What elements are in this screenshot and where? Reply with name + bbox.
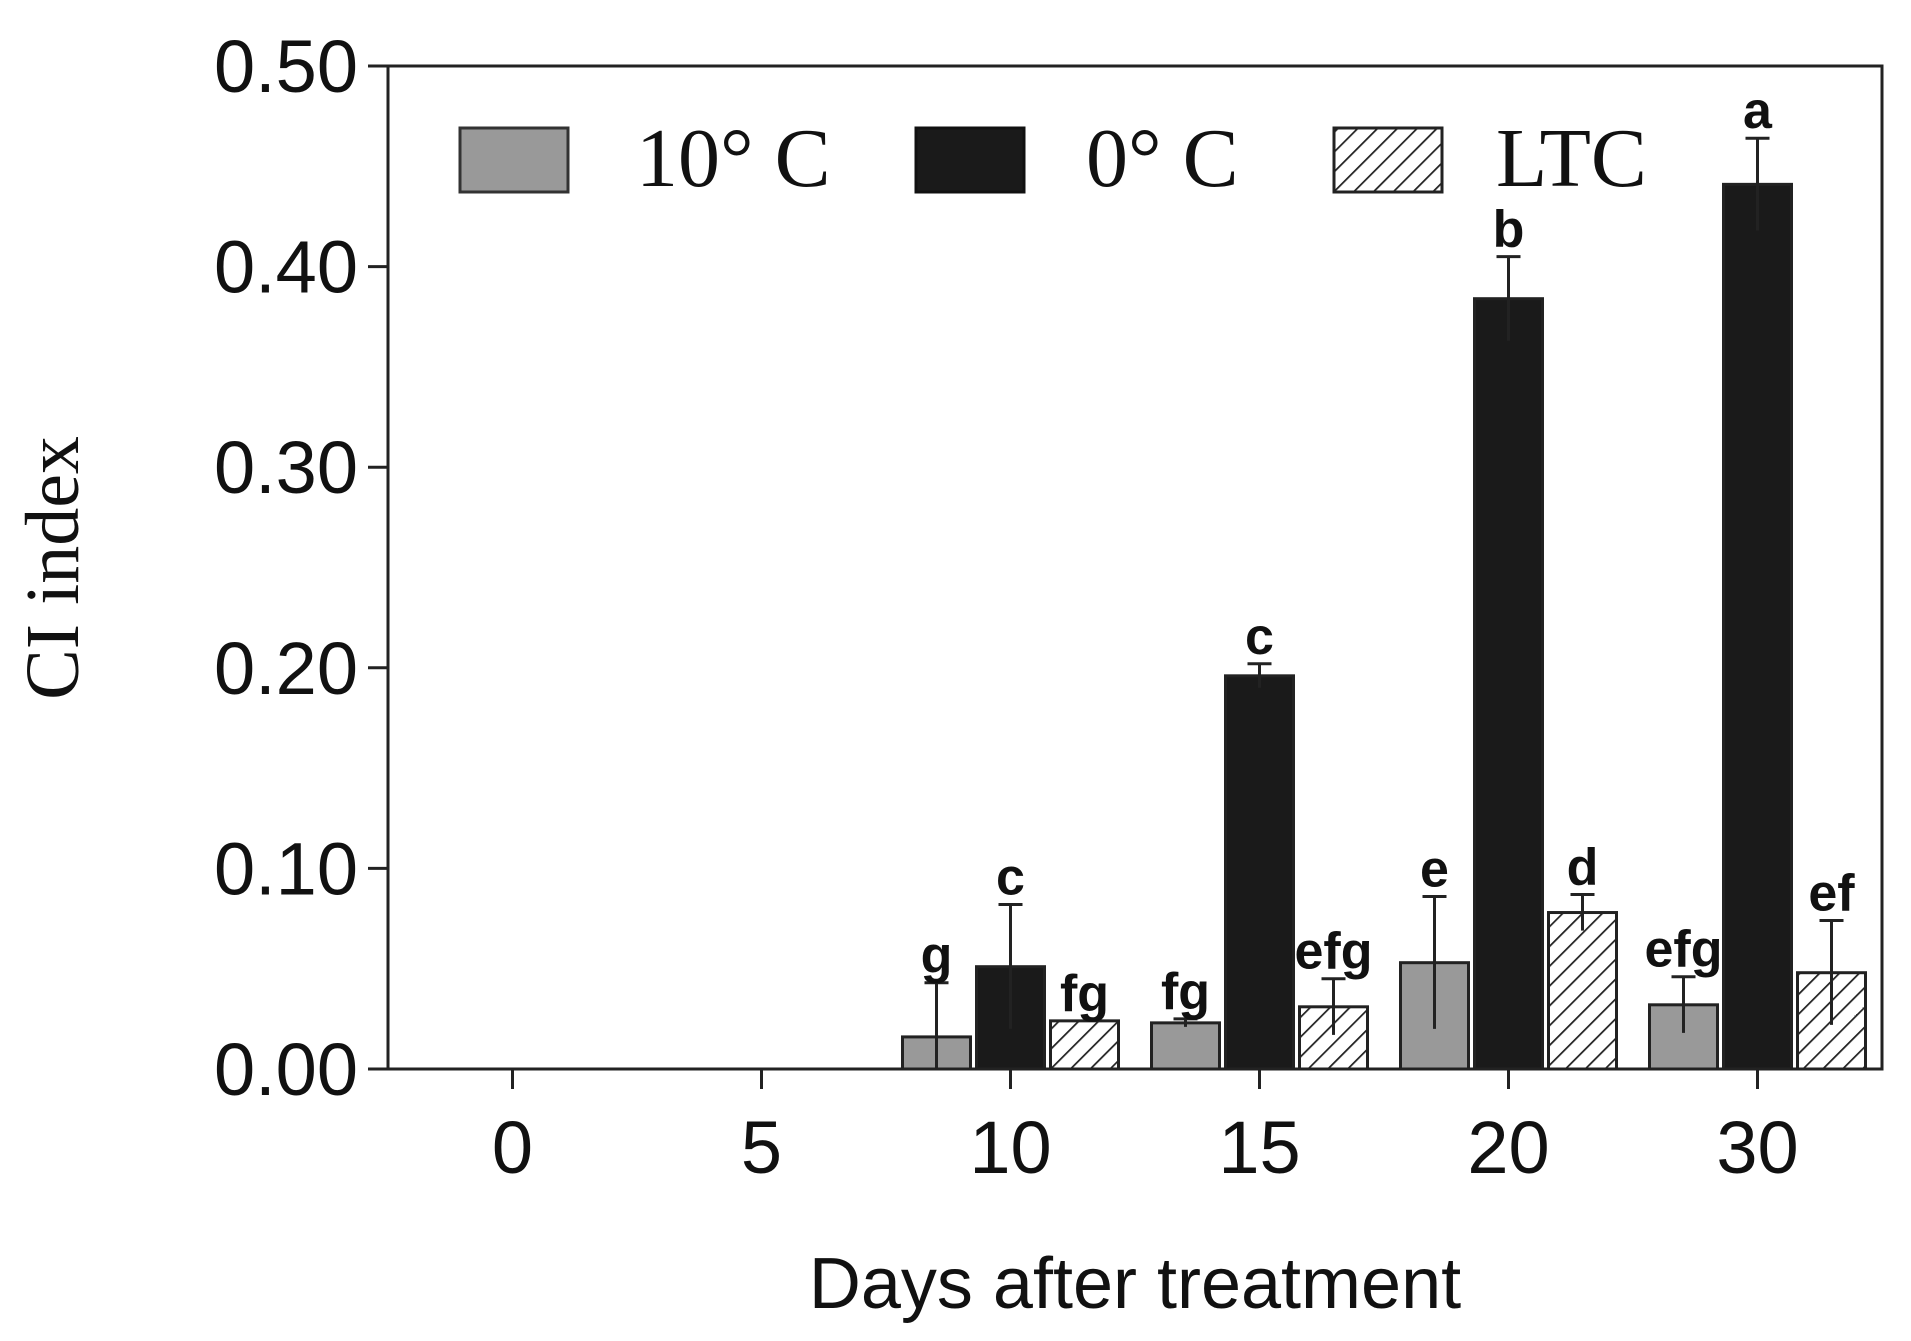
y-tick-label: 0.40 <box>214 226 358 309</box>
significance-letter: efg <box>1295 923 1373 981</box>
legend-label-10c: 10° C <box>636 112 831 205</box>
legend-swatch-0c <box>914 126 1026 194</box>
x-tick-label: 0 <box>492 1106 533 1189</box>
x-tick-label: 15 <box>1218 1106 1300 1189</box>
legend-label-ltc: LTC <box>1496 112 1647 205</box>
y-axis-title: CI index <box>11 436 95 700</box>
significance-letter: c <box>1245 608 1274 666</box>
plot-frame <box>386 64 1884 1071</box>
significance-letter: b <box>1493 201 1525 259</box>
bar-0c <box>1722 182 1793 1071</box>
legend-label-0c: 0° C <box>1086 112 1239 205</box>
significance-letter: g <box>921 927 953 985</box>
legend-swatch-10c <box>458 126 570 194</box>
y-tick-label: 0.00 <box>214 1028 358 1111</box>
x-tick-label: 5 <box>741 1106 782 1189</box>
y-tick-label: 0.50 <box>214 25 358 108</box>
significance-letter: efg <box>1645 921 1723 979</box>
x-tick-label: 10 <box>969 1106 1051 1189</box>
y-tick-label: 0.10 <box>214 827 358 910</box>
y-tick-label: 0.20 <box>214 627 358 710</box>
bar-0c <box>1224 674 1295 1071</box>
legend-swatch-ltc <box>1332 126 1444 194</box>
significance-letter: e <box>1420 840 1449 898</box>
x-tick-label: 20 <box>1467 1106 1549 1189</box>
bar-ltc <box>1547 911 1618 1071</box>
y-tick-label: 0.30 <box>214 426 358 509</box>
bar-ltc <box>1049 1019 1120 1071</box>
significance-letter: fg <box>1060 965 1109 1023</box>
x-axis: 0 5 10 15 20 30 <box>492 1069 1799 1189</box>
significance-letter: a <box>1743 82 1773 140</box>
y-axis: 0.00 0.10 0.20 0.30 0.40 0.50 <box>214 25 388 1111</box>
significance-letter: ef <box>1808 865 1855 923</box>
x-tick-label: 30 <box>1716 1106 1798 1189</box>
bar-0c <box>1473 297 1544 1071</box>
bar-10c <box>1150 1021 1221 1071</box>
significance-letter: fg <box>1161 963 1210 1021</box>
legend: 10° C 0° C LTC <box>458 112 1647 205</box>
x-axis-title: Days after treatment <box>809 1244 1461 1324</box>
significance-letter: d <box>1567 838 1599 896</box>
significance-letter: c <box>996 849 1025 907</box>
